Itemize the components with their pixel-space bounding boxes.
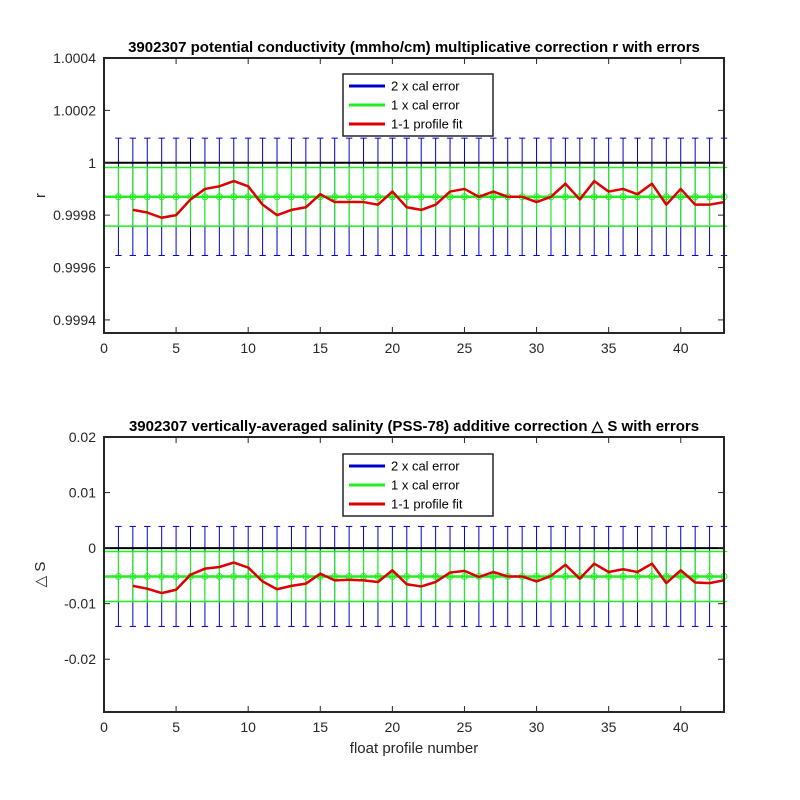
y-tick-label: -0.01 (64, 596, 96, 612)
x-tick-label: 35 (601, 719, 617, 735)
legend-label: 1 x cal error (391, 478, 460, 493)
axes-box (103, 436, 725, 713)
x-tick-label: 40 (673, 340, 689, 356)
legend: 2 x cal error 1 x cal error 1-1 profile fi… (342, 453, 494, 517)
x-tick-label: 0 (100, 719, 108, 735)
x-tick-label: 10 (240, 719, 256, 735)
x-tick-label: 0 (100, 340, 108, 356)
y-tick-label: 0.9998 (53, 207, 96, 223)
y-tick-label: 0.02 (69, 429, 96, 445)
profile-fit-line (132, 179, 725, 220)
legend-label: 2 x cal error (391, 459, 460, 474)
x-tick-label: 40 (673, 719, 689, 735)
axes-box (103, 57, 725, 334)
legend-entry: 1 x cal error (349, 98, 460, 113)
chart-title: 3902307 potential conductivity (mmho/cm)… (128, 39, 700, 56)
legend-label: 1-1 profile fit (391, 117, 463, 132)
y-tick-label: 1.0004 (53, 50, 96, 66)
x-tick-label: 5 (172, 340, 180, 356)
legend-entry: 2 x cal error (349, 459, 460, 474)
profile-fit-line (132, 561, 725, 595)
x-tick-label: 25 (457, 719, 473, 735)
x-tick-label: 20 (385, 719, 401, 735)
x-tick-label: 20 (385, 340, 401, 356)
y-axis-label: △ S (32, 562, 49, 588)
legend-entry: 1-1 profile fit (349, 117, 463, 132)
y-tick-label: 0.01 (69, 485, 96, 501)
x-tick-label: 25 (457, 340, 473, 356)
chart-panel-2: 3902307 vertically-averaged salinity (PS… (32, 418, 728, 757)
y-tick-label: 0.9994 (53, 312, 96, 328)
chart-panel-1: 3902307 potential conductivity (mmho/cm)… (32, 39, 728, 356)
legend-label: 1-1 profile fit (391, 497, 463, 512)
x-tick-label: 35 (601, 340, 617, 356)
y-tick-label: 0 (88, 540, 96, 556)
chart-title: 3902307 vertically-averaged salinity (PS… (129, 418, 699, 435)
legend-entry: 2 x cal error (349, 79, 460, 94)
x-tick-label: 5 (172, 719, 180, 735)
legend: 2 x cal error 1 x cal error 1-1 profile fi… (342, 73, 494, 137)
legend-entry: 1-1 profile fit (349, 497, 463, 512)
legend-entry: 1 x cal error (349, 478, 460, 493)
x-axis-label: float profile number (350, 740, 478, 757)
x-tick-label: 30 (529, 719, 545, 735)
x-tick-label: 30 (529, 340, 545, 356)
legend-label: 2 x cal error (391, 79, 460, 94)
x-tick-label: 15 (312, 719, 328, 735)
y-axis-label: r (32, 193, 49, 198)
x-tick-label: 10 (240, 340, 256, 356)
y-tick-label: 1.0002 (53, 102, 96, 118)
x-tick-label: 15 (312, 340, 328, 356)
y-tick-label: 1 (88, 155, 96, 171)
legend-label: 1 x cal error (391, 98, 460, 113)
y-tick-label: -0.02 (64, 651, 96, 667)
y-tick-label: 0.9996 (53, 260, 96, 276)
